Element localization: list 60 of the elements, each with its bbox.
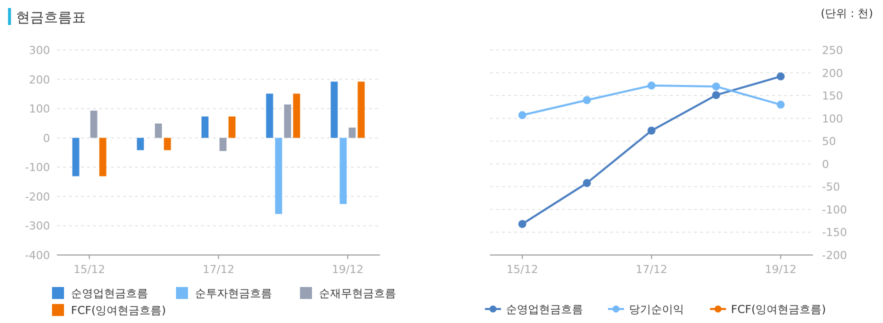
y-tick-label: -150 [822, 226, 847, 240]
y-tick-label: 100 [822, 112, 843, 126]
y-tick-label: 0 [43, 132, 50, 145]
legend-label: FCF(잉여현금흐름) [731, 303, 826, 316]
bar [220, 138, 226, 152]
y-tick-label: 300 [29, 44, 50, 57]
y-tick-label: -50 [822, 180, 840, 194]
point [776, 72, 785, 80]
bar [266, 94, 274, 138]
legend-label: 순영업현금흐름 [506, 303, 583, 316]
y-tick-label: 50 [822, 135, 836, 148]
bar [90, 110, 98, 138]
bar [284, 104, 292, 138]
point [648, 82, 656, 90]
bar [154, 124, 162, 138]
x-tick-label: 19/12 [764, 263, 797, 276]
y-tick-label: -100 [822, 203, 847, 216]
point [776, 100, 785, 109]
y-tick-label: -300 [25, 220, 50, 233]
y-tick-label: 0 [822, 158, 829, 171]
point [518, 111, 526, 120]
x-tick-label: 15/12 [73, 263, 106, 276]
bar [228, 116, 236, 138]
y-tick-label: -100 [25, 161, 50, 174]
bar [202, 116, 208, 138]
bar [275, 138, 282, 214]
x-tick-label: 17/12 [202, 263, 234, 276]
y-tick-label: -400 [25, 249, 50, 262]
legend-label: 당기순이익 [629, 303, 684, 316]
y-tick-label: -200 [822, 249, 847, 262]
point [712, 91, 720, 100]
point [648, 126, 656, 135]
x-tick-label: 15/12 [506, 263, 538, 276]
bar [348, 128, 356, 138]
y-tick-label: -200 [25, 190, 50, 204]
bar [72, 138, 80, 176]
y-tick-label: 200 [29, 73, 50, 86]
legend-label: 순투자현금흐름 [195, 287, 272, 300]
x-tick-label: 19/12 [332, 263, 364, 276]
bar [99, 138, 106, 176]
chart-title: 현금흐름표 [16, 10, 86, 26]
legend-label: 순영업현금흐름 [71, 287, 148, 300]
text: (단위 : 천) [820, 7, 873, 20]
bar [340, 138, 347, 204]
point [518, 220, 526, 228]
bar [330, 82, 338, 138]
bar [164, 138, 171, 150]
y-tick-label: 250 [822, 44, 843, 57]
legend-label: 순재무현금흐름 [319, 287, 396, 300]
point [582, 96, 591, 104]
point [582, 179, 591, 188]
bar [358, 82, 365, 138]
x-tick-label: 17/12 [636, 263, 668, 276]
point [712, 82, 720, 90]
bar [293, 94, 300, 138]
legend-label: FCF(잉여현금흐름) [71, 304, 166, 317]
y-tick-label: 200 [822, 66, 843, 80]
y-tick-label: 150 [822, 90, 843, 103]
y-tick-label: 100 [29, 102, 50, 116]
bar [136, 138, 144, 150]
